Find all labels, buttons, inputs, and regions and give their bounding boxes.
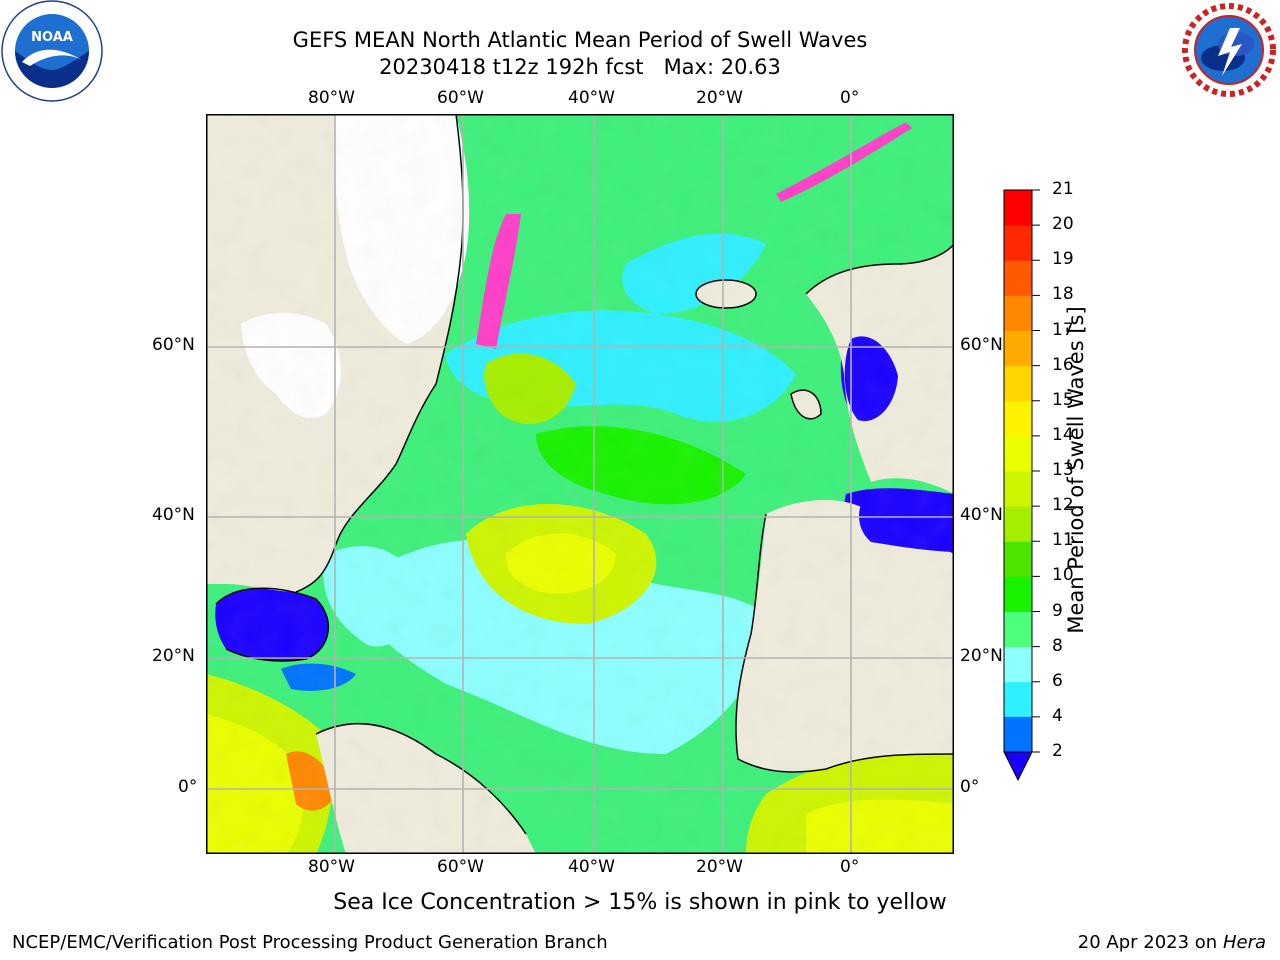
colorbar-tick-label: 21 bbox=[1052, 179, 1074, 199]
lat-label-right-60n: 60°N bbox=[960, 335, 1003, 355]
colorbar-tick-label: 14 bbox=[1052, 424, 1074, 445]
lat-label-left-20n: 20°N bbox=[152, 646, 195, 666]
lat-label-left-0: 0° bbox=[178, 777, 198, 797]
noaa-logo-text: NOAA bbox=[31, 30, 73, 45]
colorbar-segment bbox=[1004, 400, 1032, 437]
lon-label-bottom-40w: 40°W bbox=[568, 857, 615, 877]
colorbar-ticks: 2 4 6 8 9 10 11 12 13 14 15 16 17 18 19 20 21 bbox=[1052, 179, 1092, 776]
colorbar-segment bbox=[1004, 506, 1032, 542]
colorbar-tick-label: 9 bbox=[1052, 600, 1063, 621]
lon-label-bottom-20w: 20°W bbox=[696, 857, 743, 877]
colorbar-tick-label: 10 bbox=[1052, 565, 1074, 586]
lon-label-top-60w: 60°W bbox=[437, 88, 484, 108]
colorbar-tick-label: 12 bbox=[1052, 495, 1074, 516]
colorbar-segment bbox=[1004, 646, 1032, 683]
colorbar-segment bbox=[1004, 716, 1032, 752]
map-subtitle: 20230418 t12z 192h fcst Max: 20.63 bbox=[379, 55, 781, 79]
colorbar-segment bbox=[1004, 471, 1032, 507]
lon-label-top-0: 0° bbox=[840, 88, 860, 108]
lat-label-right-40n: 40°N bbox=[960, 505, 1003, 525]
footer-date-text: 20 Apr 2023 on bbox=[1077, 932, 1223, 953]
colorbar-tick-label: 4 bbox=[1052, 705, 1063, 726]
noaa-logo: NOAA bbox=[0, 0, 105, 105]
lon-label-bottom-60w: 60°W bbox=[437, 857, 484, 877]
colorbar-segment bbox=[1004, 681, 1032, 718]
colorbar-segment bbox=[1004, 365, 1032, 402]
footer-machine: Hera bbox=[1222, 932, 1266, 953]
colorbar-label: Mean Period of Swell Waves [s] bbox=[1064, 306, 1088, 634]
lat-label-right-0: 0° bbox=[960, 777, 980, 797]
colorbar-segment bbox=[1004, 611, 1032, 648]
colorbar-segment bbox=[1004, 295, 1032, 331]
colorbar-tick-label: 16 bbox=[1052, 354, 1074, 375]
colorbar-segment bbox=[1004, 225, 1032, 261]
colorbar-tick-label: 15 bbox=[1052, 389, 1074, 410]
lon-label-bottom-0: 0° bbox=[840, 857, 860, 877]
national-weather-service-logo bbox=[1178, 0, 1280, 100]
colorbar-tick-label: 20 bbox=[1052, 214, 1074, 235]
colorbar-tick-label: 13 bbox=[1052, 460, 1074, 480]
colorbar-tick-label: 17 bbox=[1052, 319, 1074, 340]
lon-label-top-80w: 80°W bbox=[308, 88, 355, 108]
colorbar-graphic bbox=[1003, 189, 1040, 782]
colorbar-tick-label: 8 bbox=[1052, 635, 1063, 656]
colorbar-segment bbox=[1004, 260, 1032, 296]
colorbar-tick-label: 6 bbox=[1052, 670, 1063, 691]
lat-label-left-40n: 40°N bbox=[152, 505, 195, 525]
colorbar-under-arrow bbox=[1003, 751, 1033, 782]
sea-ice-note: Sea Ice Concentration > 15% is shown in … bbox=[333, 890, 947, 915]
lat-label-right-20n: 20°N bbox=[960, 646, 1003, 666]
lat-label-left-60n: 60°N bbox=[152, 335, 195, 355]
colorbar-tick-label: 11 bbox=[1052, 530, 1074, 551]
footer-credit: NCEP/EMC/Verification Post Processing Pr… bbox=[12, 932, 608, 953]
colorbar-segment bbox=[1004, 541, 1032, 577]
lon-label-top-40w: 40°W bbox=[568, 88, 615, 108]
colorbar-tick-label: 2 bbox=[1052, 741, 1063, 761]
footer-date: 20 Apr 2023 on Hera bbox=[1078, 932, 1266, 953]
colorbar-segment bbox=[1004, 330, 1032, 367]
colorbar-segment bbox=[1004, 190, 1032, 226]
colorbar bbox=[1000, 186, 1050, 786]
colorbar-segment bbox=[1004, 576, 1032, 612]
map-title: GEFS MEAN North Atlantic Mean Period of … bbox=[292, 28, 868, 52]
colorbar-tick-label: 19 bbox=[1052, 249, 1074, 270]
swell-period-map bbox=[206, 114, 954, 854]
colorbar-segment bbox=[1004, 435, 1032, 472]
lon-label-bottom-80w: 80°W bbox=[308, 857, 355, 877]
colorbar-tick-label: 18 bbox=[1052, 284, 1074, 305]
lon-label-top-20w: 20°W bbox=[696, 88, 743, 108]
